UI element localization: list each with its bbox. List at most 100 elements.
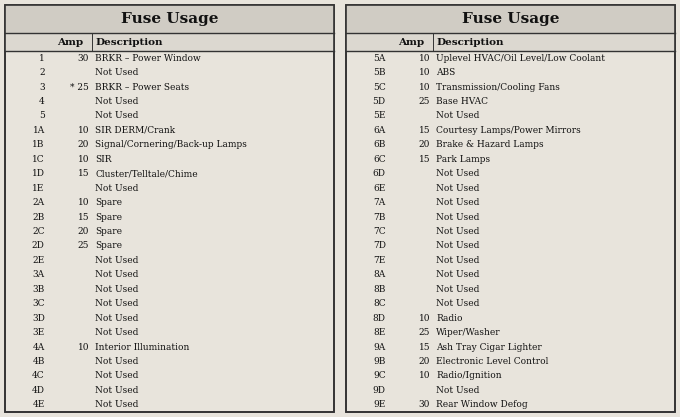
Bar [5,5,334,412]
Text: 15: 15 [78,213,89,221]
Text: Not Used: Not Used [95,299,139,308]
Text: Spare: Spare [95,198,122,207]
Text: SIR: SIR [95,155,112,164]
Text: 20: 20 [419,141,430,149]
Text: 5C: 5C [373,83,386,92]
Text: Not Used: Not Used [95,386,139,395]
Text: 6D: 6D [373,169,386,178]
Text: 4A: 4A [33,342,45,352]
Text: Radio/Ignition: Radio/Ignition [436,372,502,380]
Text: Signal/Cornering/Back-up Lamps: Signal/Cornering/Back-up Lamps [95,141,247,149]
Text: 9D: 9D [373,386,386,395]
Text: Not Used: Not Used [95,357,139,366]
Text: ABS: ABS [436,68,456,77]
Text: Not Used: Not Used [95,256,139,265]
Text: 20: 20 [78,227,89,236]
Text: Description: Description [95,38,163,47]
Text: Not Used: Not Used [436,270,479,279]
Text: 5B: 5B [373,68,386,77]
Text: 15: 15 [419,126,430,135]
Text: 1: 1 [39,54,45,63]
Text: Ash Tray Cigar Lighter: Ash Tray Cigar Lighter [436,342,542,352]
Text: Not Used: Not Used [95,68,139,77]
Text: 7A: 7A [373,198,386,207]
Text: 25: 25 [419,328,430,337]
Text: Wiper/Washer: Wiper/Washer [436,328,500,337]
Text: 6A: 6A [373,126,386,135]
Text: 7D: 7D [373,241,386,251]
Text: 4B: 4B [33,357,45,366]
Text: Uplevel HVAC/Oil Level/Low Coolant: Uplevel HVAC/Oil Level/Low Coolant [436,54,605,63]
Text: Not Used: Not Used [95,285,139,294]
Text: Electronic Level Control: Electronic Level Control [436,357,549,366]
Text: 4: 4 [39,97,45,106]
Bar [346,5,675,412]
Text: 2E: 2E [33,256,45,265]
Text: Not Used: Not Used [436,213,479,221]
Text: 25: 25 [419,97,430,106]
Text: 15: 15 [78,169,89,178]
Text: 4E: 4E [33,400,45,409]
Text: Not Used: Not Used [436,241,479,251]
Text: Spare: Spare [95,241,122,251]
Text: 7C: 7C [373,227,386,236]
Text: 4C: 4C [32,372,45,380]
Text: Cluster/Telltale/Chime: Cluster/Telltale/Chime [95,169,198,178]
Text: 3: 3 [39,83,45,92]
Text: 10: 10 [78,155,89,164]
Text: 6C: 6C [373,155,386,164]
Text: Not Used: Not Used [95,400,139,409]
Text: 8C: 8C [373,299,386,308]
Text: 5D: 5D [373,97,386,106]
Text: Interior Illumination: Interior Illumination [95,342,190,352]
Text: 3A: 3A [33,270,45,279]
Text: Brake & Hazard Lamps: Brake & Hazard Lamps [436,141,544,149]
Text: 2: 2 [39,68,45,77]
Bar [5,33,334,51]
Text: Park Lamps: Park Lamps [436,155,490,164]
Text: Rear Window Defog: Rear Window Defog [436,400,528,409]
Text: 10: 10 [419,83,430,92]
Text: 2D: 2D [32,241,45,251]
Text: Description: Description [436,38,504,47]
Text: Not Used: Not Used [95,270,139,279]
Text: 30: 30 [78,54,89,63]
Text: Not Used: Not Used [95,183,139,193]
Text: Amp: Amp [398,38,424,47]
Text: 9E: 9E [373,400,386,409]
Text: Spare: Spare [95,213,122,221]
Text: Base HVAC: Base HVAC [436,97,488,106]
Text: 5E: 5E [373,111,386,121]
Text: Fuse Usage: Fuse Usage [462,12,559,26]
Text: 10: 10 [419,68,430,77]
Text: Not Used: Not Used [436,111,479,121]
Text: Not Used: Not Used [436,256,479,265]
Text: Not Used: Not Used [95,111,139,121]
Text: Not Used: Not Used [95,97,139,106]
Text: 9A: 9A [373,342,386,352]
Text: 20: 20 [419,357,430,366]
Text: 8D: 8D [373,314,386,323]
Bar [346,5,675,33]
Text: Not Used: Not Used [436,198,479,207]
Text: 6E: 6E [373,183,386,193]
Text: 1D: 1D [32,169,45,178]
Text: 8B: 8B [373,285,386,294]
Text: 2C: 2C [32,227,45,236]
Bar [346,33,675,51]
Text: 5A: 5A [373,54,386,63]
Text: 9C: 9C [373,372,386,380]
Text: 25: 25 [78,241,89,251]
Text: Transmission/Cooling Fans: Transmission/Cooling Fans [436,83,560,92]
Text: 10: 10 [78,198,89,207]
Text: 10: 10 [419,372,430,380]
Text: 30: 30 [419,400,430,409]
Text: 9B: 9B [373,357,386,366]
Text: Not Used: Not Used [436,285,479,294]
Text: Not Used: Not Used [436,299,479,308]
Text: 10: 10 [419,54,430,63]
Text: 3D: 3D [32,314,45,323]
Text: 20: 20 [78,141,89,149]
Text: 2B: 2B [33,213,45,221]
Text: 1C: 1C [32,155,45,164]
